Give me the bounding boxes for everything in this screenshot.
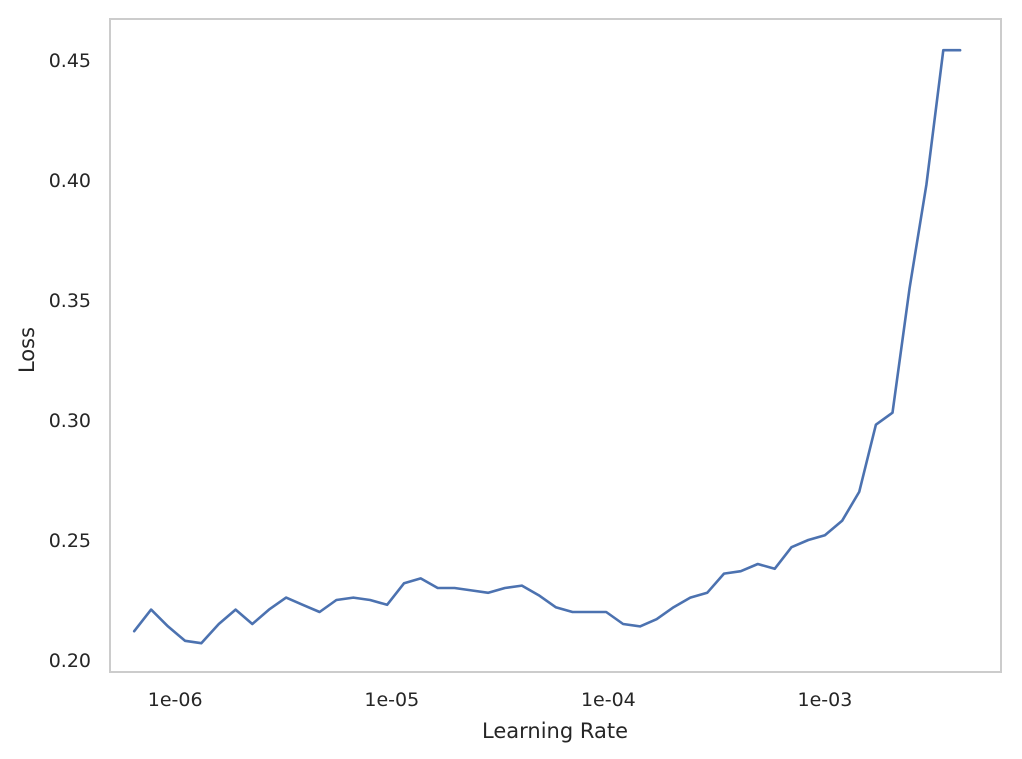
y-tick-label: 0.30 (49, 410, 91, 432)
x-tick-label: 1e-06 (148, 689, 203, 711)
y-tick-label: 0.40 (49, 170, 91, 192)
y-tick-label: 0.25 (49, 530, 91, 552)
tick-layer: 1e-06 1e-05 1e-04 1e-03 0.20 0.25 0.30 0.35 0.40… (49, 50, 853, 711)
x-tick-label: 1e-04 (581, 689, 636, 711)
y-tick-label: 0.35 (49, 290, 91, 312)
y-tick-label: 0.45 (49, 50, 91, 72)
series-layer (132, 48, 962, 645)
x-axis-label: Learning Rate (482, 719, 628, 743)
y-tick-label: 0.20 (49, 650, 91, 672)
plot-frame (109, 18, 1002, 673)
x-tick-label: 1e-03 (798, 689, 853, 711)
loss-series-line (132, 48, 962, 645)
y-axis-label: Loss (15, 327, 39, 373)
x-tick-label: 1e-05 (364, 689, 419, 711)
plot-frame-layer (109, 18, 1002, 673)
